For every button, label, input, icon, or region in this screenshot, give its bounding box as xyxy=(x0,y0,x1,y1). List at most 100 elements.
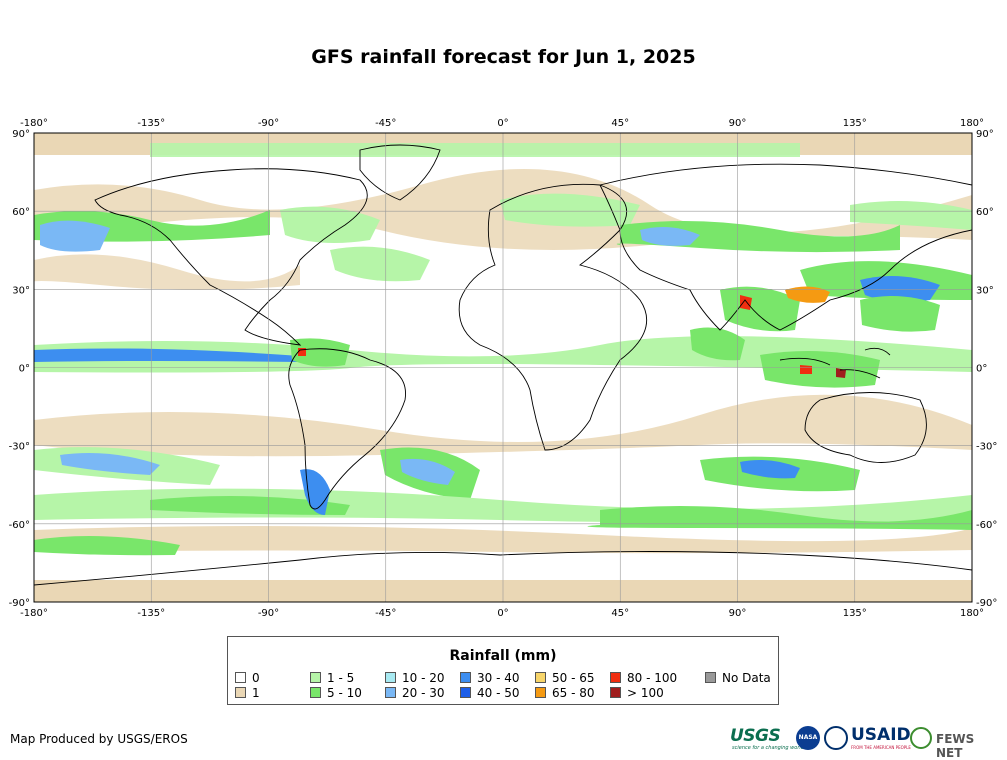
legend-item: 10 - 20 xyxy=(385,672,445,685)
legend-item: 50 - 65 xyxy=(535,672,595,685)
legend-label: 0 xyxy=(252,671,260,685)
usaid-logo: USAID xyxy=(851,725,911,745)
usgs-tagline: science for a changing world xyxy=(732,745,804,751)
longitude-ticks-top: -180° -135° -90° -45° 0° 45° 90° 135° 180° xyxy=(20,118,984,129)
latitude-tick-label: -60° xyxy=(976,520,997,531)
legend-item: 0 xyxy=(235,672,260,685)
legend-item: No Data xyxy=(705,672,771,685)
asia-outline xyxy=(599,163,972,331)
legend-label: 65 - 80 xyxy=(552,686,595,700)
legend-item: 30 - 40 xyxy=(460,672,520,685)
longitude-tick-label: 0° xyxy=(497,118,508,129)
latitude-tick-label: -30° xyxy=(9,442,30,453)
longitude-tick-label: -135° xyxy=(137,608,165,619)
longitude-tick-label: 180° xyxy=(960,118,984,129)
europe-africa-outline xyxy=(458,183,648,451)
longitude-tick-label: 180° xyxy=(960,608,984,619)
longitude-tick-label: -180° xyxy=(20,608,48,619)
legend-swatch xyxy=(385,687,396,698)
legend-label: 1 xyxy=(252,686,260,700)
latitude-tick-label: -90° xyxy=(976,598,997,609)
legend-item: 80 - 100 xyxy=(610,672,677,685)
legend-label: No Data xyxy=(722,671,771,685)
legend-item: 1 - 5 xyxy=(310,672,354,685)
latitude-tick-label: 30° xyxy=(976,285,994,296)
legend-item: > 100 xyxy=(610,687,664,700)
legend-swatch xyxy=(535,672,546,683)
longitude-ticks-bottom: -180° -135° -90° -45° 0° 45° 90° 135° 180° xyxy=(20,608,984,619)
legend-label: 1 - 5 xyxy=(327,671,355,685)
logo-strip: USGS science for a changing world NASA U… xyxy=(730,724,1000,760)
legend-label: 30 - 40 xyxy=(477,671,520,685)
legend-item: 1 xyxy=(235,687,260,700)
legend-swatch xyxy=(310,672,321,683)
map-title: GFS rainfall forecast for Jun 1, 2025 xyxy=(311,46,696,68)
longitude-tick-label: 135° xyxy=(843,118,867,129)
legend-swatch xyxy=(385,672,396,683)
legend-label: 50 - 65 xyxy=(552,671,595,685)
longitude-tick-label: 135° xyxy=(843,608,867,619)
longitude-tick-label: 0° xyxy=(497,608,508,619)
legend-swatch xyxy=(610,672,621,683)
north-america-outline xyxy=(94,168,368,346)
legend-swatch xyxy=(310,687,321,698)
latitude-tick-label: 90° xyxy=(976,129,994,140)
latitude-tick-label: -60° xyxy=(9,520,30,531)
legend-swatch xyxy=(235,687,246,698)
longitude-tick-label: 90° xyxy=(729,608,747,619)
longitude-tick-label: 90° xyxy=(729,118,747,129)
legend-title: Rainfall (mm) xyxy=(449,648,557,664)
legend-label: > 100 xyxy=(627,686,664,700)
nasa-logo: NASA xyxy=(796,726,820,750)
legend-label: 20 - 30 xyxy=(402,686,445,700)
longitude-tick-label: -135° xyxy=(137,118,165,129)
australia-outline xyxy=(804,392,927,463)
south-america-outline xyxy=(288,348,407,510)
longitude-tick-label: 45° xyxy=(611,608,629,619)
legend-label: 10 - 20 xyxy=(402,671,445,685)
legend-item: 65 - 80 xyxy=(535,687,595,700)
longitude-tick-label: -45° xyxy=(375,608,396,619)
longitude-tick-label: -45° xyxy=(375,118,396,129)
legend-label: 40 - 50 xyxy=(477,686,520,700)
longitude-tick-label: 45° xyxy=(611,118,629,129)
antarctica-outline xyxy=(34,551,972,586)
usaid-tagline: FROM THE AMERICAN PEOPLE xyxy=(851,745,911,750)
legend-label: 5 - 10 xyxy=(327,686,362,700)
maritime-islands-outline xyxy=(779,347,891,379)
usaid-seal-icon xyxy=(824,726,848,750)
legend-swatch xyxy=(235,672,246,683)
latitude-tick-label: 30° xyxy=(12,285,30,296)
rainfall-map: -180° -135° -90° -45° 0° 45° 90° 135° 180° -180°… xyxy=(9,118,998,619)
coastlines xyxy=(34,144,972,586)
longitude-tick-label: -90° xyxy=(258,118,279,129)
latitude-tick-label: 60° xyxy=(976,207,994,218)
legend-label: 80 - 100 xyxy=(627,671,678,685)
legend-swatch xyxy=(460,672,471,683)
legend-item: 20 - 30 xyxy=(385,687,445,700)
fews-net-logo: FEWS NET xyxy=(936,732,975,760)
latitude-tick-label: 0° xyxy=(19,364,30,375)
usgs-logo: USGS xyxy=(730,726,781,746)
latitude-ticks-right: 90° 60° 30° 0° -30° -60° -90° xyxy=(976,129,997,609)
latitude-tick-label: -90° xyxy=(9,598,30,609)
latitude-tick-label: 0° xyxy=(976,364,987,375)
latitude-ticks-left: 90° 60° 30° 0° -30° -60° -90° xyxy=(9,129,30,609)
latitude-tick-label: -30° xyxy=(976,442,997,453)
latitude-tick-label: 90° xyxy=(12,129,30,140)
credit-text: Map Produced by USGS/EROS xyxy=(10,732,188,746)
greenland-outline xyxy=(359,144,441,201)
legend-swatch xyxy=(705,672,716,683)
fews-net-globe-icon xyxy=(910,727,932,749)
legend-swatch xyxy=(460,687,471,698)
legend-item: 40 - 50 xyxy=(460,687,520,700)
longitude-tick-label: -90° xyxy=(258,608,279,619)
legend-swatch xyxy=(535,687,546,698)
legend-item: 5 - 10 xyxy=(310,687,362,700)
legend-swatch xyxy=(610,687,621,698)
latitude-tick-label: 60° xyxy=(12,207,30,218)
longitude-tick-label: -180° xyxy=(20,118,48,129)
graticule xyxy=(34,133,972,602)
